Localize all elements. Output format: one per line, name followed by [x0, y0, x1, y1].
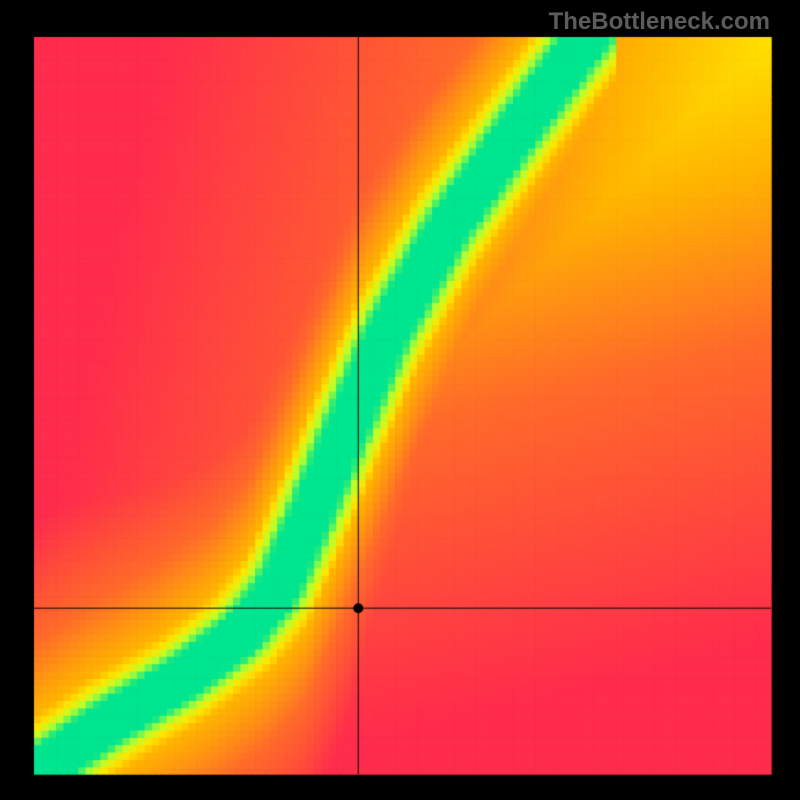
watermark-text: TheBottleneck.com [549, 8, 770, 36]
bottleneck-heatmap [0, 0, 800, 800]
